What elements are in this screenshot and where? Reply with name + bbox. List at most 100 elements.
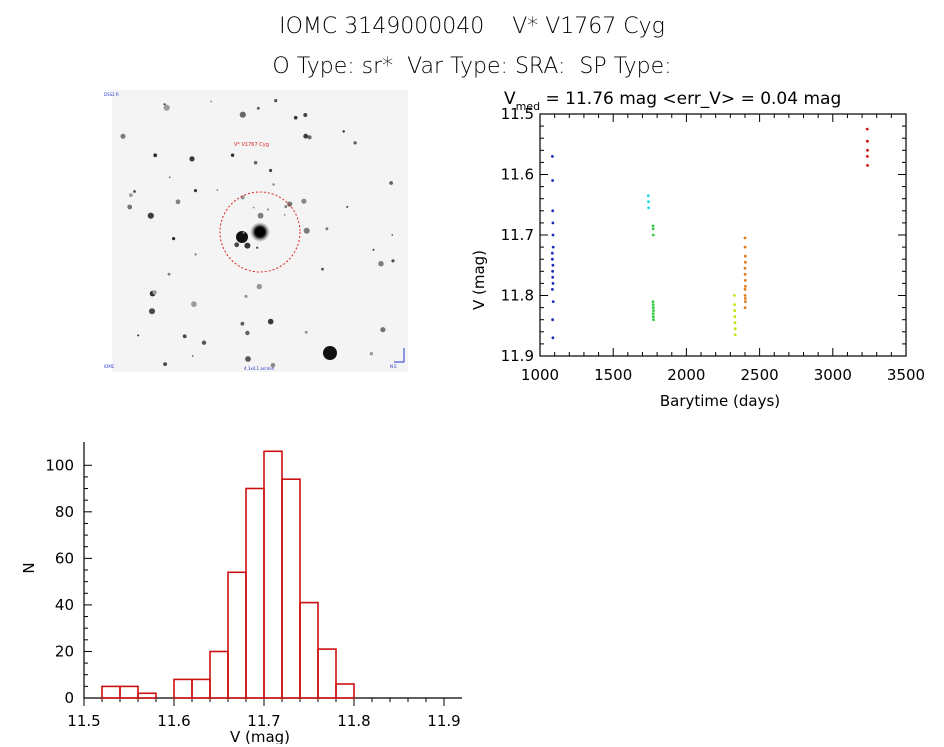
- star: [391, 259, 395, 263]
- star: [293, 115, 298, 120]
- star: [283, 213, 286, 216]
- x-tick-label: 11.6: [157, 712, 190, 730]
- light-curve-title-v: V: [504, 89, 516, 109]
- data-point: [550, 251, 554, 255]
- star: [269, 168, 273, 173]
- histogram-ylabel: N: [20, 562, 38, 573]
- data-point: [651, 224, 655, 228]
- data-point: [743, 279, 747, 282]
- star: [240, 321, 245, 326]
- histogram-bar: [227, 571, 247, 699]
- light-curve-title-rest: = 11.76 mag <err_V> = 0.04 mag: [540, 89, 841, 109]
- data-point: [743, 306, 747, 309]
- x-tick-label: 2000: [667, 366, 705, 384]
- star: [303, 113, 308, 117]
- data-point: [743, 288, 747, 291]
- data-point: [733, 309, 737, 312]
- data-point: [551, 336, 555, 340]
- star: [303, 133, 309, 139]
- data-point: [646, 194, 650, 198]
- star: [163, 103, 166, 106]
- data-point: [865, 127, 869, 131]
- star: [244, 294, 248, 298]
- data-point: [652, 318, 655, 322]
- data-point: [551, 257, 554, 261]
- data-point: [733, 321, 737, 325]
- data-point: [744, 285, 747, 288]
- data-point: [551, 209, 555, 213]
- star: [321, 267, 324, 271]
- star: [127, 204, 133, 210]
- star: [301, 198, 307, 204]
- star: [274, 99, 278, 103]
- data-point: [551, 245, 555, 249]
- star: [175, 199, 181, 205]
- data-point: [647, 200, 650, 204]
- y-tick-label: 0: [64, 689, 74, 707]
- histogram-bar: [335, 683, 355, 699]
- data-point: [551, 269, 554, 273]
- data-point: [743, 297, 747, 300]
- data-point: [651, 227, 655, 231]
- histogram-bar: [101, 685, 121, 699]
- x-tick-label: 3000: [814, 366, 852, 384]
- star: [270, 362, 276, 368]
- star: [378, 261, 384, 267]
- star-field-image: V* V1767 Cyg DSS2 R 4.1x4.1 arcmin IOMC …: [104, 90, 408, 372]
- star-field-stars: [120, 99, 395, 368]
- data-point: [866, 155, 869, 158]
- data-point: [551, 155, 554, 158]
- star: [307, 135, 312, 140]
- target-circle: [219, 191, 301, 273]
- light-curve-ylabel: V (mag): [470, 250, 488, 310]
- x-tick-label: 1500: [594, 366, 632, 384]
- target-label: V* V1767 Cyg: [234, 142, 269, 148]
- data-point: [551, 221, 555, 225]
- data-point: [651, 315, 655, 319]
- star: [191, 301, 197, 307]
- star: [153, 153, 158, 158]
- data-point: [551, 300, 555, 303]
- star: [256, 106, 260, 110]
- y-tick-label: 20: [55, 642, 74, 660]
- histogram-bar: [263, 450, 283, 699]
- data-point: [866, 148, 869, 152]
- data-point: [743, 266, 747, 270]
- data-point: [551, 282, 555, 285]
- star: [216, 188, 219, 191]
- star: [287, 201, 293, 207]
- star: [240, 195, 245, 200]
- light-curve-chart: Vmed = 11.76 mag <err_V> = 0.04 mag 1000…: [470, 89, 925, 410]
- star: [147, 212, 154, 219]
- y-tick-label: 11.9: [501, 347, 534, 365]
- data-point: [551, 179, 554, 182]
- x-tick-label: 1000: [521, 366, 559, 384]
- star: [304, 330, 308, 334]
- histogram-chart: 0 20 40 60 80 100 11.5 11.6 11.7 11.8 11.9 V (mag)…: [20, 442, 462, 744]
- star: [380, 327, 386, 333]
- star: [369, 352, 374, 356]
- star: [255, 227, 265, 237]
- x-tick-label: 11.8: [337, 712, 370, 730]
- data-point: [743, 294, 747, 297]
- star: [245, 330, 250, 336]
- y-tick-label: 60: [55, 549, 74, 567]
- star: [193, 189, 198, 193]
- data-point: [647, 206, 650, 210]
- data-point: [551, 288, 554, 291]
- star: [189, 156, 195, 162]
- star: [272, 183, 275, 186]
- data-point: [651, 303, 655, 306]
- data-point: [651, 306, 655, 309]
- star: [230, 153, 235, 157]
- histogram-bar: [173, 678, 193, 699]
- star: [201, 340, 207, 345]
- histogram-bar: [209, 650, 229, 699]
- thumbnail-label-bottomright: N E: [390, 364, 397, 369]
- light-curve-title-sub: med: [516, 100, 540, 113]
- star: [234, 242, 240, 248]
- data-point: [744, 300, 747, 303]
- star: [168, 176, 171, 179]
- data-point: [743, 236, 747, 240]
- star: [163, 362, 167, 366]
